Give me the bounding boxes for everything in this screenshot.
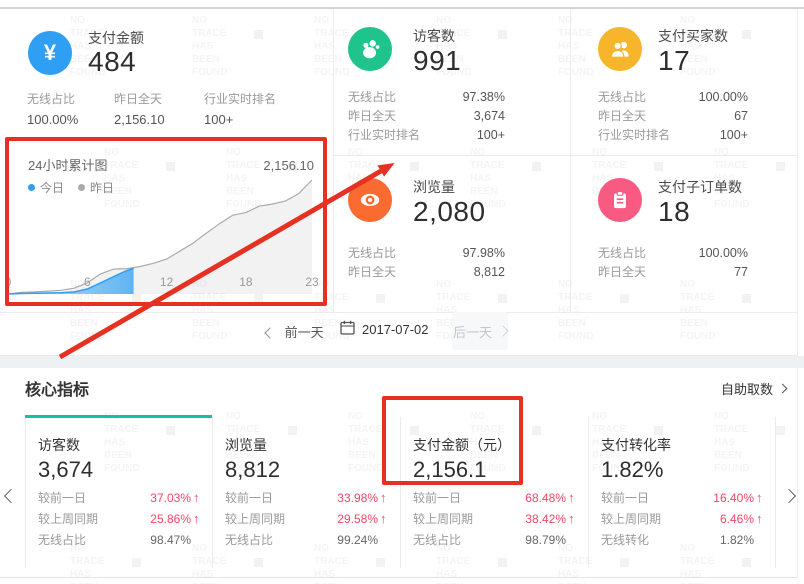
core-card-title: 支付转化率 bbox=[601, 437, 671, 453]
svg-text:23: 23 bbox=[305, 275, 319, 289]
card-title: 访客数 bbox=[413, 28, 455, 44]
section-gap bbox=[0, 356, 804, 368]
core-row: 较上周同期 38.42% ↑ bbox=[413, 508, 583, 529]
card-value: 2,080 bbox=[413, 196, 486, 227]
metric-rows: 无线占比 100.00% 昨日全天 77 bbox=[598, 246, 748, 279]
divider bbox=[212, 417, 213, 568]
core-card-pageviews[interactable]: 浏览量 8,812 较前一日 33.98% ↑ 较上周同期 29.58% ↑ 无线占比 9… bbox=[212, 415, 399, 568]
divider bbox=[797, 368, 798, 578]
scroll-left-button[interactable] bbox=[3, 488, 19, 506]
card-value: 991 bbox=[413, 45, 462, 76]
card-title: 浏览量 bbox=[413, 179, 455, 195]
core-row: 较上周同期 25.86% ↑ bbox=[38, 508, 208, 529]
chart-peak-label: 2,156.10 bbox=[263, 158, 314, 173]
card-value: 484 bbox=[88, 46, 137, 77]
chevron-right-icon bbox=[777, 383, 788, 394]
eye-icon bbox=[348, 178, 392, 222]
scroll-right-button[interactable] bbox=[781, 488, 797, 506]
arrow-up-icon: ↑ bbox=[380, 490, 387, 505]
arrow-up-icon: ↑ bbox=[193, 490, 200, 505]
top-border bbox=[0, 7, 804, 9]
chevron-left-icon bbox=[264, 327, 276, 339]
svg-text:0: 0 bbox=[5, 275, 12, 289]
core-card-value: 1.82% bbox=[601, 457, 664, 482]
core-card-title: 支付金额（元） bbox=[413, 437, 511, 453]
card-title: 支付买家数 bbox=[658, 28, 728, 44]
metric-rows: 无线占比 97.38% 昨日全天 3,674 行业实时排名 100+ bbox=[348, 90, 505, 142]
core-card-conversion-rate[interactable]: 支付转化率 1.82% 较前一日 16.40% ↑ 较上周同期 6.46% ↑ 无线转化… bbox=[588, 415, 775, 568]
divider bbox=[333, 155, 797, 156]
svg-text:6: 6 bbox=[84, 275, 91, 289]
self-service-data-link[interactable]: 自助取数 bbox=[721, 379, 788, 398]
divider bbox=[25, 417, 26, 568]
core-card-value: 3,674 bbox=[38, 457, 94, 482]
core-row: 较上周同期 29.58% ↑ bbox=[225, 508, 395, 529]
core-card-value: 2,156.1 bbox=[413, 457, 487, 482]
core-row: 较上周同期 6.46% ↑ bbox=[601, 508, 771, 529]
section-title: 核心指标 bbox=[25, 382, 90, 399]
card-title: 支付金额 bbox=[88, 30, 144, 46]
divider bbox=[775, 417, 776, 568]
yen-icon: ¥ bbox=[28, 31, 72, 75]
prev-day-button[interactable]: 前一天 bbox=[264, 322, 324, 341]
divider bbox=[400, 417, 401, 568]
date-value[interactable]: 2017-07-02 bbox=[362, 322, 429, 337]
core-card-title: 访客数 bbox=[38, 437, 80, 453]
divider bbox=[0, 312, 798, 313]
core-row: 较前一日 33.98% ↑ bbox=[225, 487, 395, 508]
metric-rows: 无线占比 97.98% 昨日全天 8,812 bbox=[348, 246, 505, 279]
card-value: 18 bbox=[658, 196, 691, 227]
arrow-up-icon: ↑ bbox=[568, 511, 575, 526]
metric-block: 无线占比 100.00% bbox=[27, 92, 79, 127]
legend-dot-yesterday bbox=[78, 184, 86, 191]
divider bbox=[588, 417, 589, 568]
svg-text:18: 18 bbox=[239, 275, 253, 289]
calendar-icon[interactable] bbox=[340, 320, 355, 335]
metric-block: 昨日全天 2,156.10 bbox=[114, 92, 165, 127]
core-row: 较前一日 16.40% ↑ bbox=[601, 487, 771, 508]
legend-dot-today bbox=[28, 184, 35, 191]
metric-block: 行业实时排名 100+ bbox=[204, 92, 277, 127]
arrow-up-icon: ↑ bbox=[380, 511, 387, 526]
arrow-up-icon: ↑ bbox=[568, 490, 575, 505]
active-tab-indicator bbox=[25, 415, 212, 418]
chart-legend: 今日 昨日 bbox=[28, 179, 114, 196]
core-card-visitors[interactable]: 访客数 3,674 较前一日 37.03% ↑ 较上周同期 25.86% ↑ 无线占比 9… bbox=[25, 415, 212, 568]
arrow-up-icon: ↑ bbox=[756, 511, 763, 526]
svg-text:12: 12 bbox=[160, 275, 174, 289]
divider bbox=[333, 9, 334, 312]
core-row: 较前一日 37.03% ↑ bbox=[38, 487, 208, 508]
metric-rows: 无线占比 100.00% 昨日全天 67 行业实时排名 100+ bbox=[598, 90, 748, 142]
legend-item-yesterday[interactable]: 昨日 bbox=[78, 179, 114, 196]
divider bbox=[0, 355, 798, 356]
chart-title: 24小时累计图 bbox=[28, 158, 108, 173]
card-value: 17 bbox=[658, 45, 691, 76]
divider bbox=[0, 577, 798, 578]
clipboard-icon bbox=[598, 178, 642, 222]
divider bbox=[570, 9, 571, 312]
core-card-title: 浏览量 bbox=[225, 437, 267, 453]
arrow-up-icon: ↑ bbox=[756, 490, 763, 505]
core-row: 较前一日 68.48% ↑ bbox=[413, 487, 583, 508]
chevron-right-icon bbox=[497, 325, 509, 337]
divider bbox=[797, 9, 798, 355]
core-card-pay-amount[interactable]: 支付金额（元） 2,156.1 较前一日 68.48% ↑ 较上周同期 38.42% ↑… bbox=[400, 415, 587, 568]
core-card-value: 8,812 bbox=[225, 457, 281, 482]
next-day-button[interactable]: 后一天 bbox=[452, 312, 509, 350]
footprint-icon bbox=[348, 27, 392, 71]
card-title: 支付子订单数 bbox=[658, 179, 742, 195]
buyers-icon bbox=[598, 27, 642, 71]
arrow-up-icon: ↑ bbox=[193, 511, 200, 526]
legend-item-today[interactable]: 今日 bbox=[28, 179, 64, 196]
